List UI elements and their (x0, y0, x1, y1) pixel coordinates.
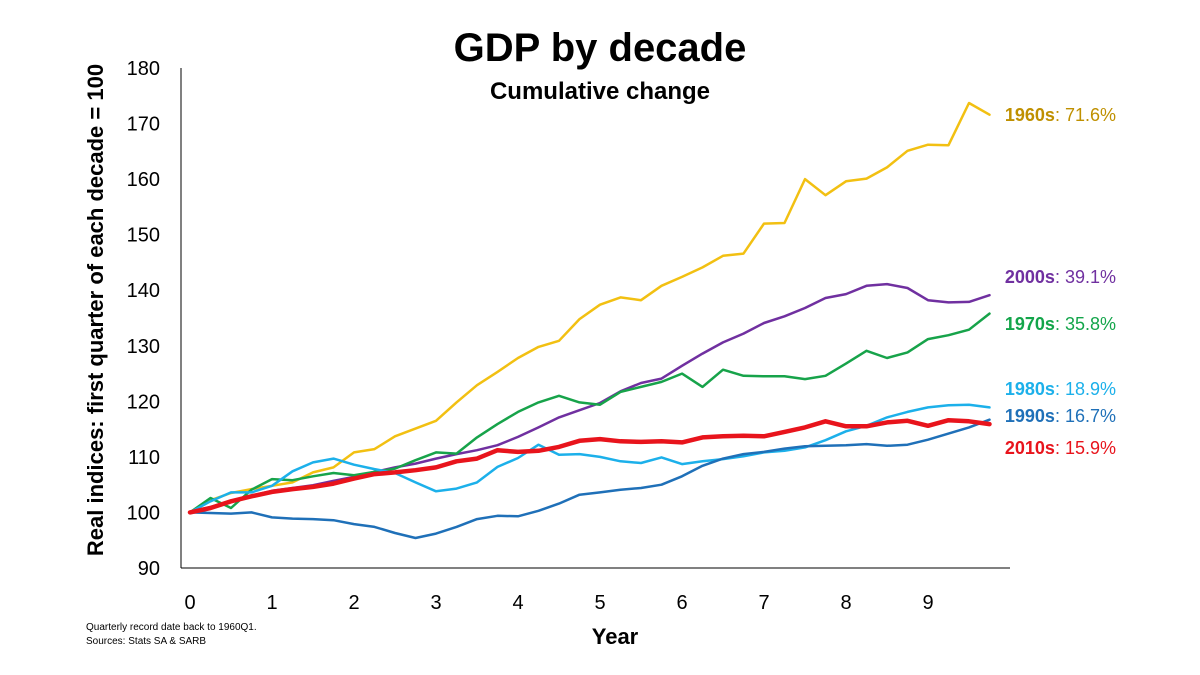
x-axis-label: Year (591, 624, 639, 649)
end-label-name: 1990s (1005, 406, 1055, 426)
y-tick-label: 150 (127, 225, 160, 247)
footnote-record: Quarterly record date back to 1960Q1. (86, 622, 257, 633)
y-tick-label: 90 (138, 558, 160, 580)
end-label-separator: : (1055, 379, 1065, 399)
end-label-name: 2010s (1005, 438, 1055, 458)
x-tick-label: 7 (758, 592, 769, 614)
series-line-1960s (188, 101, 991, 514)
end-label-2000s: 2000s: 39.1% (1005, 267, 1116, 287)
y-tick-label: 130 (127, 336, 160, 358)
y-tick-label: 160 (127, 169, 160, 191)
end-label-change: 16.7% (1065, 406, 1116, 426)
x-tick-label: 5 (594, 592, 605, 614)
y-tick-label: 170 (127, 114, 160, 136)
end-label-name: 1960s (1005, 105, 1055, 125)
x-tick-label: 1 (266, 592, 277, 614)
end-label-1980s: 1980s: 18.9% (1005, 379, 1116, 399)
end-label-change: 35.8% (1065, 314, 1116, 334)
x-tick-label: 9 (922, 592, 933, 614)
series-line-1980s (188, 403, 991, 514)
series-line-2010s (187, 417, 992, 515)
end-label-change: 71.6% (1065, 105, 1116, 125)
end-label-separator: : (1055, 267, 1065, 287)
y-tick-label: 180 (127, 58, 160, 80)
series-end-labels: 1960s: 71.6% 2000s: 39.1% 1970s: 35.8% 1980… (1005, 105, 1116, 458)
y-tick-label: 120 (127, 391, 160, 413)
end-label-1990s: 1990s: 16.7% (1005, 406, 1116, 426)
end-label-change: 18.9% (1065, 379, 1116, 399)
y-tick-label: 100 (127, 502, 160, 524)
end-label-name: 1980s (1005, 379, 1055, 399)
x-tick-label: 8 (840, 592, 851, 614)
end-label-separator: : (1055, 105, 1065, 125)
x-tick-label: 4 (512, 592, 523, 614)
end-label-name: 1970s (1005, 314, 1055, 334)
x-tick-label: 3 (430, 592, 441, 614)
x-tick-label: 6 (676, 592, 687, 614)
end-label-2010s: 2010s: 15.9% (1005, 438, 1116, 458)
x-tick-label: 0 (184, 592, 195, 614)
series-line-1990s (188, 418, 991, 540)
end-label-separator: : (1055, 406, 1065, 426)
series-line-1970s (188, 312, 991, 514)
footnote-sources: Sources: Stats SA & SARB (86, 636, 207, 647)
axes: 90 100 110 120 130 140 150 160 170 180 0 1 2 3 4 5 6 7 8 9 (127, 58, 1010, 614)
x-tick-label: 2 (348, 592, 359, 614)
end-label-change: 39.1% (1065, 267, 1116, 287)
end-label-name: 2000s (1005, 267, 1055, 287)
series-lines (187, 101, 992, 540)
chart-subtitle: Cumulative change (489, 78, 711, 105)
end-label-1970s: 1970s: 35.8% (1005, 314, 1116, 334)
end-label-change: 15.9% (1065, 438, 1116, 458)
y-tick-label: 110 (128, 447, 160, 469)
chart-title: GDP by decade (453, 26, 747, 70)
y-tick-label: 140 (127, 280, 160, 302)
end-label-separator: : (1055, 314, 1065, 334)
end-label-separator: : (1055, 438, 1065, 458)
end-label-1960s: 1960s: 71.6% (1005, 105, 1116, 125)
